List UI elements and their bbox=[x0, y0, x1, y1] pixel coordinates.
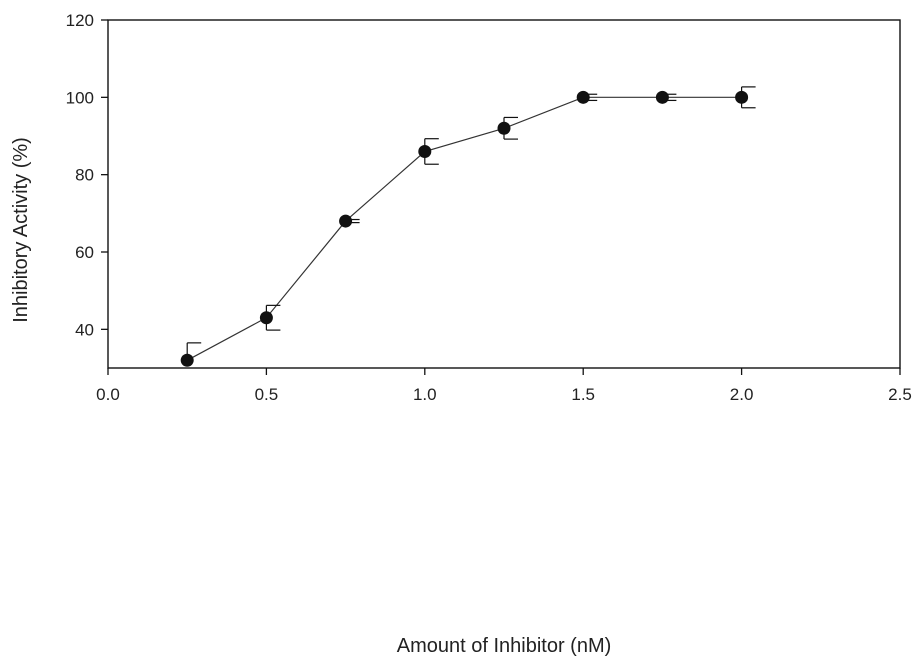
data-point bbox=[497, 121, 511, 135]
data-point bbox=[576, 90, 590, 104]
y-tick-label: 40 bbox=[75, 320, 94, 339]
data-point bbox=[655, 90, 669, 104]
x-axis: 0.0 0.5 1.0 1.5 2.0 2.5 bbox=[96, 368, 912, 404]
x-tick-label: 0.0 bbox=[96, 385, 120, 404]
x-tick-label: 1.0 bbox=[413, 385, 437, 404]
y-tick-label: 100 bbox=[66, 88, 94, 107]
data-point bbox=[180, 353, 194, 367]
y-axis-title: Inhibitory Activity (%) bbox=[10, 137, 32, 323]
x-tick-label: 2.0 bbox=[730, 385, 754, 404]
y-tick-label: 80 bbox=[75, 166, 94, 185]
x-tick-label: 1.5 bbox=[571, 385, 595, 404]
data-point bbox=[259, 311, 273, 325]
data-point bbox=[735, 90, 749, 104]
x-axis-title: Amount of Inhibitor (nM) bbox=[397, 635, 612, 657]
series-line bbox=[186, 96, 742, 361]
plot-frame bbox=[107, 19, 901, 369]
data-point bbox=[339, 214, 353, 228]
data-points bbox=[180, 90, 749, 367]
y-axis: 40 60 80 100 120 bbox=[66, 11, 108, 339]
data-point bbox=[418, 144, 432, 158]
x-tick-label: 0.5 bbox=[255, 385, 279, 404]
y-tick-label: 120 bbox=[66, 11, 94, 30]
y-tick-label: 60 bbox=[75, 243, 94, 262]
x-tick-label: 2.5 bbox=[888, 385, 912, 404]
